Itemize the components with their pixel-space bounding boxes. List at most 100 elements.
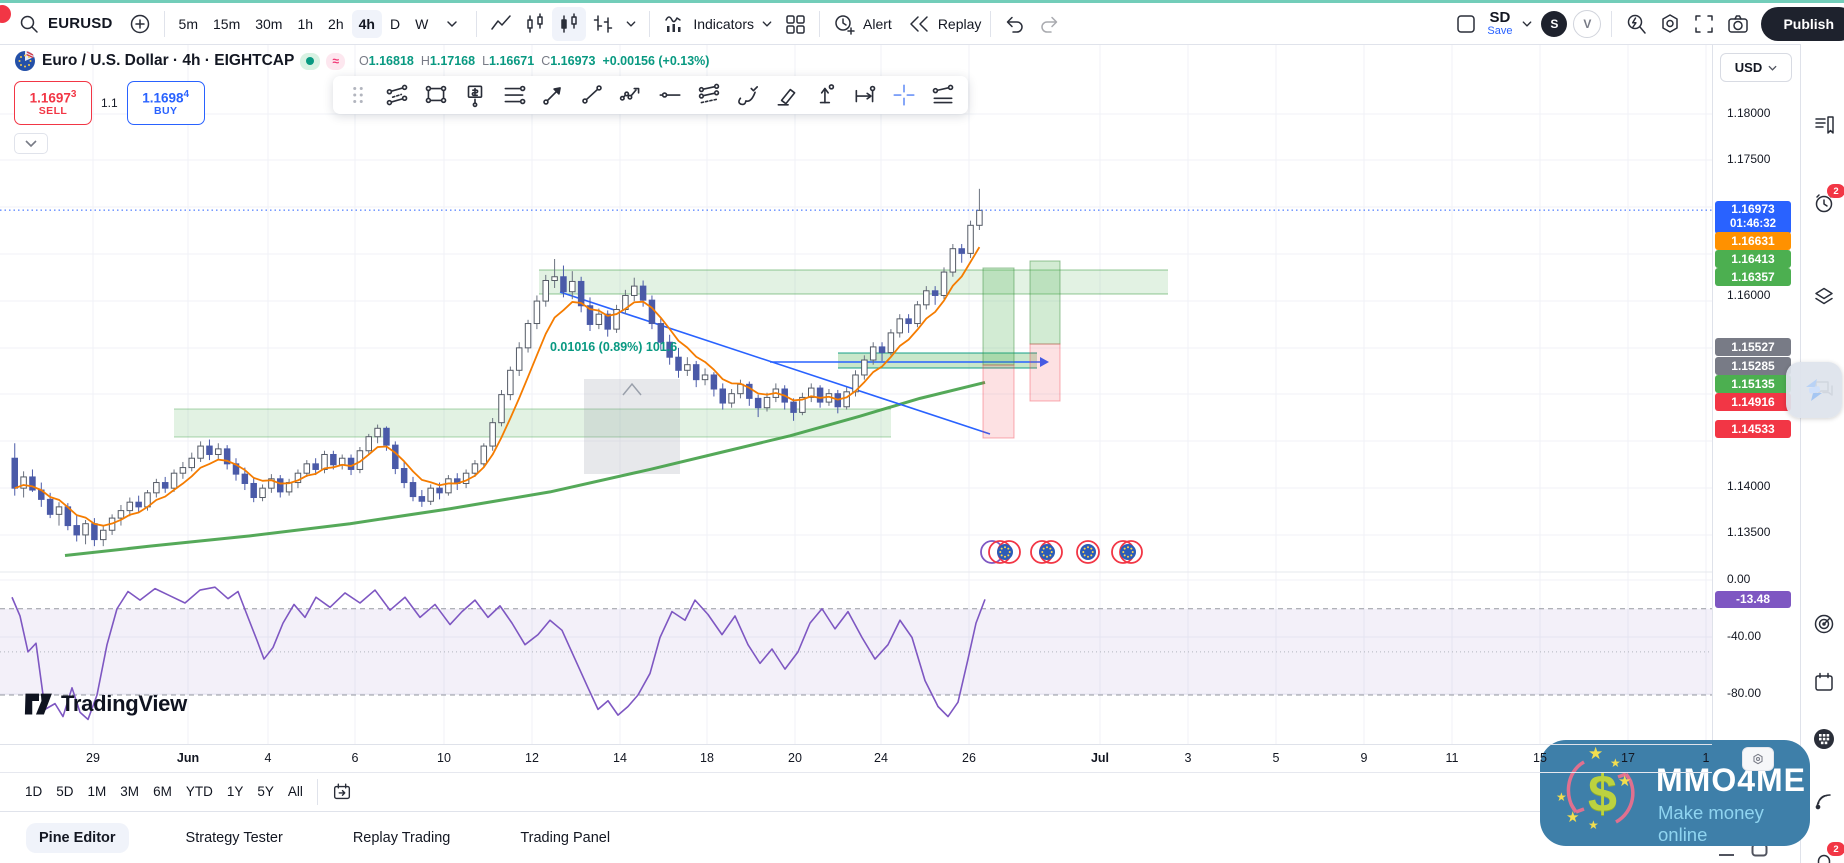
currency-dropdown[interactable]: USD	[1720, 53, 1792, 82]
range-1d[interactable]: 1D	[18, 779, 49, 804]
chart-type-chevron-icon[interactable]	[620, 7, 642, 41]
trend-line[interactable]	[559, 291, 991, 435]
timeframe-5m[interactable]: 5m	[172, 10, 205, 38]
pair-title[interactable]: Euro / U.S. Dollar · 4h · EIGHTCAP	[42, 52, 295, 69]
layout-square-icon[interactable]	[1449, 7, 1483, 41]
indicators-icon[interactable]	[657, 7, 691, 41]
tradingview-logo[interactable]: TradingView	[24, 690, 187, 717]
price-label-pill: 1.15285	[1715, 357, 1791, 375]
indicators-chevron-icon[interactable]	[756, 7, 778, 41]
timeframe-chevron-icon[interactable]	[435, 7, 469, 41]
buy-button[interactable]: 1.16984 BUY	[126, 81, 205, 125]
disjoint-channel-icon[interactable]	[694, 80, 724, 110]
timeframe-1h[interactable]: 1h	[290, 10, 320, 38]
news-signal-icon[interactable]	[1809, 786, 1839, 816]
trend-line-icon[interactable]	[577, 80, 607, 110]
timeframe-2h[interactable]: 2h	[321, 10, 351, 38]
timeframe-D[interactable]: D	[383, 10, 407, 38]
hotlists-icon[interactable]	[1809, 724, 1839, 754]
publish-button[interactable]: Publish	[1761, 6, 1844, 41]
grid-layout-icon[interactable]	[778, 7, 812, 41]
position-stop-box[interactable]	[1029, 343, 1061, 402]
highlighter-icon[interactable]	[772, 80, 802, 110]
bars-icon[interactable]	[586, 7, 620, 41]
candles-icon[interactable]	[552, 6, 587, 41]
axis-settings-gear-icon[interactable]	[1742, 747, 1774, 771]
tab-replay-trading[interactable]: Replay Trading	[352, 829, 451, 846]
timeframe-4h[interactable]: 4h	[351, 9, 382, 38]
alerts-clock-icon[interactable]: 2	[1809, 184, 1844, 219]
calendar-icon[interactable]	[1809, 667, 1839, 697]
range-6m[interactable]: 6M	[146, 779, 179, 804]
screener-radar-icon[interactable]	[1809, 609, 1839, 639]
sell-button[interactable]: 1.16973 SELL	[14, 81, 92, 125]
range-1y[interactable]: 1Y	[220, 779, 251, 804]
price-range-icon[interactable]	[811, 80, 841, 110]
minimize-panel-icon[interactable]	[1718, 843, 1735, 857]
redo-icon[interactable]	[1032, 7, 1066, 41]
symbol-name[interactable]: EURUSD	[48, 15, 113, 32]
fullscreen-icon[interactable]	[1687, 7, 1721, 41]
rectangle-icon[interactable]	[421, 80, 451, 110]
alert-button[interactable]: Alert	[863, 15, 892, 32]
timeframe-W[interactable]: W	[408, 10, 435, 38]
layout-chevron-icon[interactable]	[1516, 7, 1538, 41]
tab-pine-editor[interactable]: Pine Editor	[26, 822, 129, 853]
replay-icon[interactable]	[902, 7, 936, 41]
economic-event-flags[interactable]	[980, 540, 1143, 564]
arrow-marker-icon[interactable]	[538, 80, 568, 110]
drag-handle-icon[interactable]	[343, 80, 373, 110]
horizontal-ray-icon[interactable]	[655, 80, 685, 110]
collapse-header-button[interactable]	[14, 133, 48, 154]
curve-tool-icon[interactable]	[928, 80, 958, 110]
avatar-s[interactable]: S	[1541, 10, 1568, 37]
polyline-icon[interactable]	[616, 80, 646, 110]
go-to-date-icon[interactable]	[325, 775, 359, 809]
undo-icon[interactable]	[998, 7, 1032, 41]
timeframe-30m[interactable]: 30m	[248, 10, 289, 38]
sider-extension-button[interactable]	[1786, 362, 1842, 418]
range-3m[interactable]: 3M	[113, 779, 146, 804]
position-profit-box[interactable]	[982, 267, 1015, 366]
avatar-v[interactable]: V	[1573, 9, 1602, 38]
chart-canvas[interactable]: 0.01016 (0.89%) 101.6	[0, 44, 1712, 744]
camera-icon[interactable]	[1721, 7, 1755, 41]
range-ytd[interactable]: YTD	[179, 779, 220, 804]
price-label-icon[interactable]	[460, 80, 490, 110]
layout-save-button[interactable]: SD Save	[1487, 10, 1512, 37]
horizontal-line-set-icon[interactable]	[499, 80, 529, 110]
range-5y[interactable]: 5Y	[250, 779, 281, 804]
supply-demand-zone[interactable]	[174, 409, 891, 437]
watchlist-icon[interactable]	[1809, 110, 1839, 140]
cross-line-icon[interactable]	[889, 80, 919, 110]
parallel-channel-icon[interactable]	[382, 80, 412, 110]
tab-trading-panel[interactable]: Trading Panel	[520, 829, 611, 846]
indicators-button[interactable]: Indicators	[693, 15, 755, 32]
measure-box[interactable]	[584, 379, 680, 474]
position-profit-box[interactable]	[1029, 260, 1061, 345]
line-chart-icon[interactable]	[484, 7, 518, 41]
search-icon[interactable]	[12, 7, 46, 41]
object-tree-icon[interactable]	[1809, 282, 1839, 312]
hollow-candles-icon[interactable]	[518, 7, 552, 41]
range-all[interactable]: All	[281, 779, 310, 804]
range-1m[interactable]: 1M	[81, 779, 114, 804]
replay-button[interactable]: Replay	[937, 15, 982, 32]
tab-strategy-tester[interactable]: Strategy Tester	[185, 829, 283, 846]
price-label-pill: 1.14916	[1715, 393, 1791, 411]
quick-search-icon[interactable]	[1619, 7, 1653, 41]
range-5d[interactable]: 5D	[49, 779, 80, 804]
date-range-icon[interactable]	[850, 80, 880, 110]
time-axis[interactable]: 29 Jun 4 6 10 12 14 18 20 24 26 Jul 3 5 9 11 15 17 1	[0, 744, 1774, 773]
alert-clock-icon[interactable]	[827, 7, 861, 41]
market-status-badge[interactable]	[300, 52, 321, 70]
compare-add-icon[interactable]	[123, 7, 157, 41]
position-stop-box[interactable]	[982, 364, 1015, 439]
notifications-bell-icon[interactable]: 2	[1809, 842, 1844, 863]
brush-icon[interactable]	[733, 80, 763, 110]
timeframe-15m[interactable]: 15m	[206, 10, 247, 38]
settings-gear-icon[interactable]	[1653, 7, 1687, 41]
sider-logo-icon	[1806, 379, 1822, 401]
approx-badge[interactable]: ≈	[326, 52, 345, 70]
supply-demand-zone[interactable]	[838, 353, 1037, 368]
